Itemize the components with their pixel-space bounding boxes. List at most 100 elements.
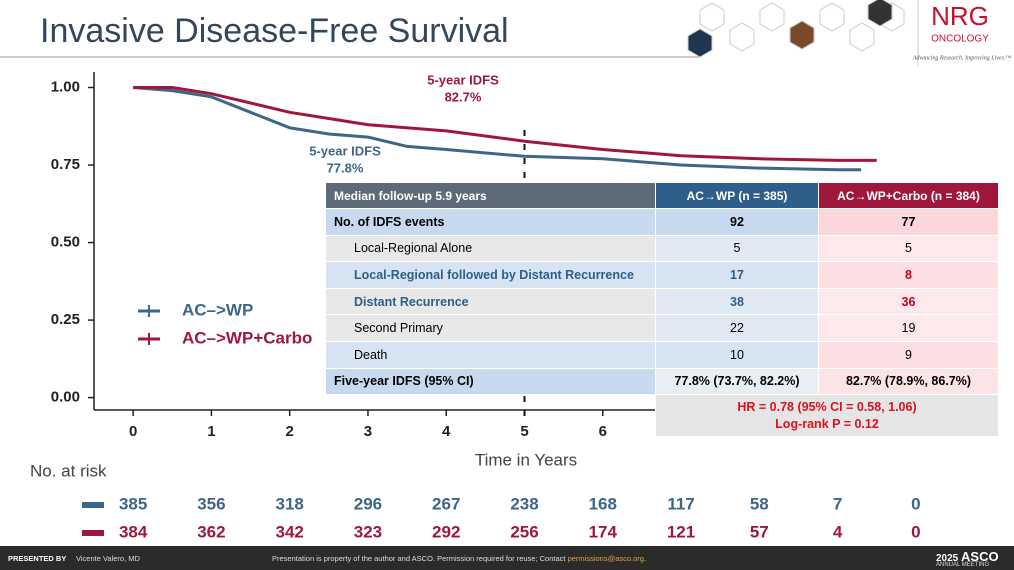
label-cell: Death [325, 340, 656, 369]
risk-count: 362 [197, 522, 225, 541]
annotation: 5-year IDFS [427, 72, 499, 87]
presented-by: PRESENTED BY [8, 554, 67, 563]
x-axis-label: Time in Years [475, 450, 577, 469]
label-cell: Local-Regional Alone [325, 234, 656, 263]
notice: Presentation is property of the author a… [272, 554, 646, 563]
logo-name: NRG [931, 1, 989, 31]
x-tick-label: 3 [364, 423, 372, 440]
risk-count: 168 [589, 494, 617, 513]
risk-count: 356 [197, 494, 225, 513]
risk-count: 7 [833, 494, 842, 513]
y-tick-label: 0.25 [51, 311, 80, 328]
blank-cell [326, 395, 656, 437]
value-cell: 22 [655, 314, 819, 342]
notice-end: . [643, 554, 647, 563]
logo-graphic [687, 0, 905, 58]
x-tick-label: 2 [286, 423, 294, 440]
value-cell: 77.8% (73.7%, 82.2%) [655, 367, 819, 396]
hr-row: HR = 0.78 (95% CI = 0.58, 1.06) Log-rank … [326, 394, 999, 438]
x-tick-label: 6 [599, 423, 607, 440]
table-row: Five-year IDFS (95% CI) 77.8% (73.7%, 82.… [325, 367, 999, 396]
footer: PRESENTED BY Vicente Valero, MD Presenta… [0, 546, 1014, 570]
logo-sub: ONCOLOGY [931, 34, 989, 45]
value-cell: 38 [655, 287, 819, 316]
risk-count: 292 [432, 522, 460, 541]
risk-count: 57 [750, 522, 769, 541]
y-tick-label: 0.00 [51, 389, 80, 406]
risk-count: 0 [911, 494, 920, 513]
risk-count: 58 [750, 494, 769, 513]
table-row: Local-Regional followed by Distant Recur… [325, 261, 999, 289]
hr-line: Log-rank P = 0.12 [775, 416, 879, 431]
header-cell: Median follow-up 5.9 years [325, 182, 656, 209]
risk-count: 318 [275, 494, 303, 513]
meeting: ANNUAL MEETING [936, 562, 990, 568]
email: permissions@asco.org [567, 554, 644, 563]
risk-count: 342 [275, 522, 303, 541]
risk-count: 121 [667, 522, 695, 541]
risk-count: 4 [833, 522, 843, 541]
risk-count: 267 [432, 494, 460, 513]
x-tick-label: 4 [442, 423, 451, 440]
value-cell: 5 [818, 234, 999, 263]
results-table: Median follow-up 5.9 years AC→WP (n = 385… [325, 182, 999, 438]
y-tick-label: 1.00 [51, 78, 80, 95]
x-tick-label: 5 [520, 423, 528, 440]
y-tick-label: 0.50 [51, 234, 80, 251]
label-cell: No. of IDFS events [325, 208, 656, 236]
hr-cell: HR = 0.78 (95% CI = 0.58, 1.06) Log-rank … [655, 394, 999, 438]
y-tick-label: 0.75 [51, 156, 80, 173]
logo-tagline: Advancing Research. Improving Lives.™ [912, 55, 1012, 61]
risk-count: 117 [667, 494, 694, 513]
risk-count: 296 [354, 494, 382, 513]
table-row: Distant Recurrence 38 36 [325, 287, 999, 316]
label-cell: Second Primary [325, 314, 656, 342]
risk-title: No. at risk [30, 461, 107, 480]
table-header: Median follow-up 5.9 years AC→WP (n = 385… [325, 182, 999, 209]
table-row: Local-Regional Alone 5 5 [325, 234, 999, 263]
legend-label: AC–>WP+Carbo [182, 328, 312, 347]
meeting-year: 2025 ASCO [936, 549, 999, 564]
risk-count: 385 [119, 494, 147, 513]
survival-curve [133, 86, 877, 162]
hr-line: HR = 0.78 (95% CI = 0.58, 1.06) [737, 399, 917, 414]
annotation: 5-year IDFS [309, 143, 381, 158]
notice-text: Presentation is property of the author a… [272, 554, 568, 563]
value-cell: 19 [818, 314, 999, 342]
header-cell: AC→WP+Carbo (n = 384) [818, 182, 999, 209]
table-row: Second Primary 22 19 [325, 314, 999, 342]
risk-count: 256 [510, 522, 538, 541]
annotation: 77.8% [327, 160, 364, 175]
presenter: Vicente Valero, MD [76, 554, 140, 563]
risk-count: 0 [911, 522, 920, 541]
label-cell: Distant Recurrence [325, 287, 656, 316]
annotation: 82.7% [445, 89, 482, 104]
x-tick-label: 0 [129, 423, 137, 440]
value-cell: 8 [818, 261, 999, 289]
risk-count: 238 [510, 494, 538, 513]
year: 2025 [936, 553, 959, 564]
value-cell: 17 [655, 261, 819, 289]
value-cell: 92 [655, 208, 819, 236]
risk-count: 323 [354, 522, 382, 541]
value-cell: 82.7% (78.9%, 86.7%) [818, 367, 999, 396]
risk-count: 174 [589, 522, 618, 541]
chart: Invasive Disease-Free Survival NRG ONCOL… [0, 0, 1012, 541]
value-cell: 9 [818, 340, 999, 369]
legend-label: AC–>WP [182, 300, 253, 319]
label-cell: Local-Regional followed by Distant Recur… [325, 261, 656, 289]
slide-title: Invasive Disease-Free Survival [40, 12, 509, 50]
table-row: Death 10 9 [325, 340, 999, 369]
risk-count: 384 [119, 522, 148, 541]
table-row: No. of IDFS events 92 77 [325, 208, 999, 236]
value-cell: 10 [655, 340, 819, 369]
x-tick-label: 1 [207, 423, 215, 440]
value-cell: 5 [655, 234, 819, 263]
survival-curve [132, 86, 862, 172]
brand: ASCO [961, 549, 999, 564]
header-cell: AC→WP (n = 385) [655, 182, 819, 209]
label-cell: Five-year IDFS (95% CI) [325, 367, 656, 396]
value-cell: 77 [818, 208, 999, 236]
value-cell: 36 [818, 287, 999, 316]
